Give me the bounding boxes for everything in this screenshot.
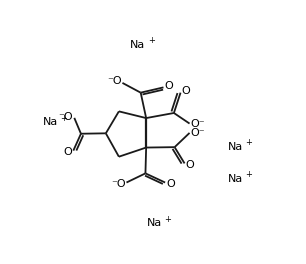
Text: ⁻O: ⁻O bbox=[107, 76, 122, 86]
Text: Na: Na bbox=[227, 142, 243, 152]
Text: +: + bbox=[148, 36, 155, 45]
Text: +: + bbox=[245, 171, 252, 180]
Text: +: + bbox=[245, 138, 252, 147]
Text: Na: Na bbox=[147, 218, 162, 228]
Text: O: O bbox=[166, 179, 175, 189]
Text: +: + bbox=[164, 215, 171, 224]
Text: O: O bbox=[181, 86, 190, 96]
Text: ⁻O: ⁻O bbox=[59, 112, 73, 122]
Text: ⁻O: ⁻O bbox=[111, 179, 125, 189]
Text: Na: Na bbox=[227, 174, 243, 184]
Text: +: + bbox=[61, 114, 67, 122]
Text: Na: Na bbox=[43, 117, 58, 127]
Text: O: O bbox=[165, 81, 174, 91]
Text: O⁻: O⁻ bbox=[191, 128, 205, 138]
Text: Na: Na bbox=[130, 40, 145, 50]
Text: O⁻: O⁻ bbox=[191, 119, 205, 129]
Text: O: O bbox=[64, 147, 73, 157]
Text: O: O bbox=[186, 160, 195, 170]
